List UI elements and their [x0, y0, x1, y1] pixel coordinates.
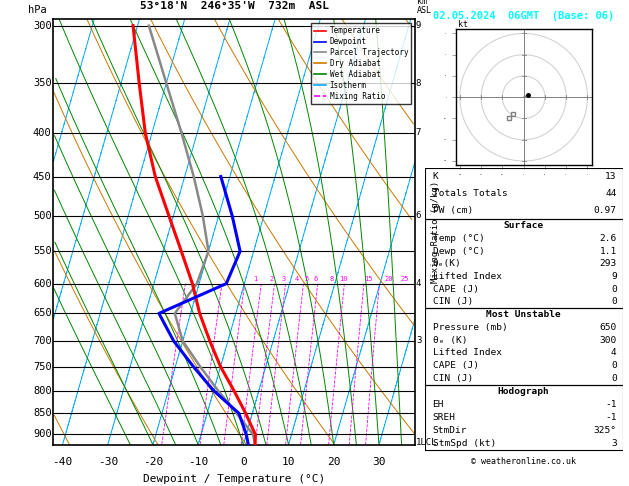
Text: 6: 6	[314, 276, 318, 282]
Text: 10: 10	[282, 457, 295, 468]
Text: K: K	[433, 172, 438, 181]
Text: 650: 650	[599, 323, 617, 332]
Text: Pressure (mb): Pressure (mb)	[433, 323, 507, 332]
Text: 9: 9	[416, 21, 421, 30]
Text: 8: 8	[329, 276, 333, 282]
Text: 600: 600	[33, 278, 52, 289]
Text: PW (cm): PW (cm)	[433, 206, 473, 215]
Text: 6: 6	[416, 211, 421, 220]
Text: 650: 650	[33, 309, 52, 318]
Text: Hodograph: Hodograph	[498, 387, 550, 396]
Text: -1: -1	[605, 413, 617, 422]
Text: 2.6: 2.6	[599, 234, 617, 243]
Text: 300: 300	[33, 21, 52, 31]
Text: kt: kt	[459, 20, 469, 29]
Text: © weatheronline.co.uk: © weatheronline.co.uk	[471, 457, 576, 466]
Text: 800: 800	[33, 386, 52, 396]
Text: 2: 2	[269, 276, 274, 282]
Text: StmSpd (kt): StmSpd (kt)	[433, 439, 496, 449]
Text: 300: 300	[599, 336, 617, 345]
Text: 3: 3	[282, 276, 286, 282]
Text: 20: 20	[385, 276, 393, 282]
Text: Lifted Index: Lifted Index	[433, 348, 501, 358]
Text: 20: 20	[327, 457, 340, 468]
Text: -1: -1	[605, 400, 617, 409]
Text: 325°: 325°	[594, 426, 617, 435]
Text: 550: 550	[33, 246, 52, 256]
Text: CAPE (J): CAPE (J)	[433, 285, 479, 294]
Text: 4: 4	[416, 279, 421, 288]
Text: θₑ (K): θₑ (K)	[433, 336, 467, 345]
Text: Dewp (°C): Dewp (°C)	[433, 246, 484, 256]
Text: 7: 7	[416, 128, 421, 137]
Text: 4: 4	[294, 276, 299, 282]
Text: 15: 15	[364, 276, 373, 282]
Text: 1.1: 1.1	[599, 246, 617, 256]
Text: 750: 750	[33, 362, 52, 372]
Text: 13: 13	[605, 172, 617, 181]
Text: 0: 0	[611, 285, 617, 294]
Text: Dewpoint / Temperature (°C): Dewpoint / Temperature (°C)	[143, 474, 325, 485]
Text: 850: 850	[33, 408, 52, 418]
Text: Totals Totals: Totals Totals	[433, 189, 507, 198]
Text: -40: -40	[52, 457, 72, 468]
Text: 0: 0	[240, 457, 247, 468]
Text: 9: 9	[611, 272, 617, 281]
Text: 1LCL: 1LCL	[416, 438, 437, 447]
Text: 500: 500	[33, 211, 52, 221]
Text: 5: 5	[304, 276, 309, 282]
Text: 44: 44	[605, 189, 617, 198]
Text: 700: 700	[33, 336, 52, 346]
Text: 4: 4	[611, 348, 617, 358]
Text: 8: 8	[416, 79, 421, 87]
Text: SREH: SREH	[433, 413, 455, 422]
Text: Lifted Index: Lifted Index	[433, 272, 501, 281]
Text: Temp (°C): Temp (°C)	[433, 234, 484, 243]
Text: 10: 10	[340, 276, 348, 282]
Text: 3: 3	[611, 439, 617, 449]
Text: StmDir: StmDir	[433, 426, 467, 435]
Text: 0: 0	[611, 374, 617, 383]
Text: 900: 900	[33, 430, 52, 439]
Text: 0: 0	[611, 297, 617, 307]
Text: 400: 400	[33, 128, 52, 138]
Text: Surface: Surface	[504, 221, 543, 230]
Text: 450: 450	[33, 172, 52, 182]
Text: km
ASL: km ASL	[417, 0, 432, 15]
Text: 1: 1	[253, 276, 258, 282]
Text: 0: 0	[611, 361, 617, 370]
Text: EH: EH	[433, 400, 444, 409]
Text: 350: 350	[33, 78, 52, 88]
Text: 02.05.2024  06GMT  (Base: 06): 02.05.2024 06GMT (Base: 06)	[433, 11, 615, 21]
Text: Mixing Ratio (g/kg): Mixing Ratio (g/kg)	[430, 181, 440, 283]
Text: hPa: hPa	[28, 5, 47, 15]
Text: -30: -30	[97, 457, 118, 468]
Text: -10: -10	[188, 457, 208, 468]
Text: CIN (J): CIN (J)	[433, 374, 473, 383]
Text: 0.97: 0.97	[594, 206, 617, 215]
Text: Most Unstable: Most Unstable	[486, 310, 561, 319]
Text: 3: 3	[416, 336, 421, 346]
Text: 293: 293	[599, 259, 617, 268]
Text: 25: 25	[401, 276, 409, 282]
Text: CIN (J): CIN (J)	[433, 297, 473, 307]
Legend: Temperature, Dewpoint, Parcel Trajectory, Dry Adiabat, Wet Adiabat, Isotherm, Mi: Temperature, Dewpoint, Parcel Trajectory…	[311, 23, 411, 104]
Text: -20: -20	[143, 457, 163, 468]
Text: CAPE (J): CAPE (J)	[433, 361, 479, 370]
Text: 53°18'N  246°35'W  732m  ASL: 53°18'N 246°35'W 732m ASL	[140, 1, 329, 11]
Text: 30: 30	[372, 457, 386, 468]
Text: θₑ(K): θₑ(K)	[433, 259, 461, 268]
